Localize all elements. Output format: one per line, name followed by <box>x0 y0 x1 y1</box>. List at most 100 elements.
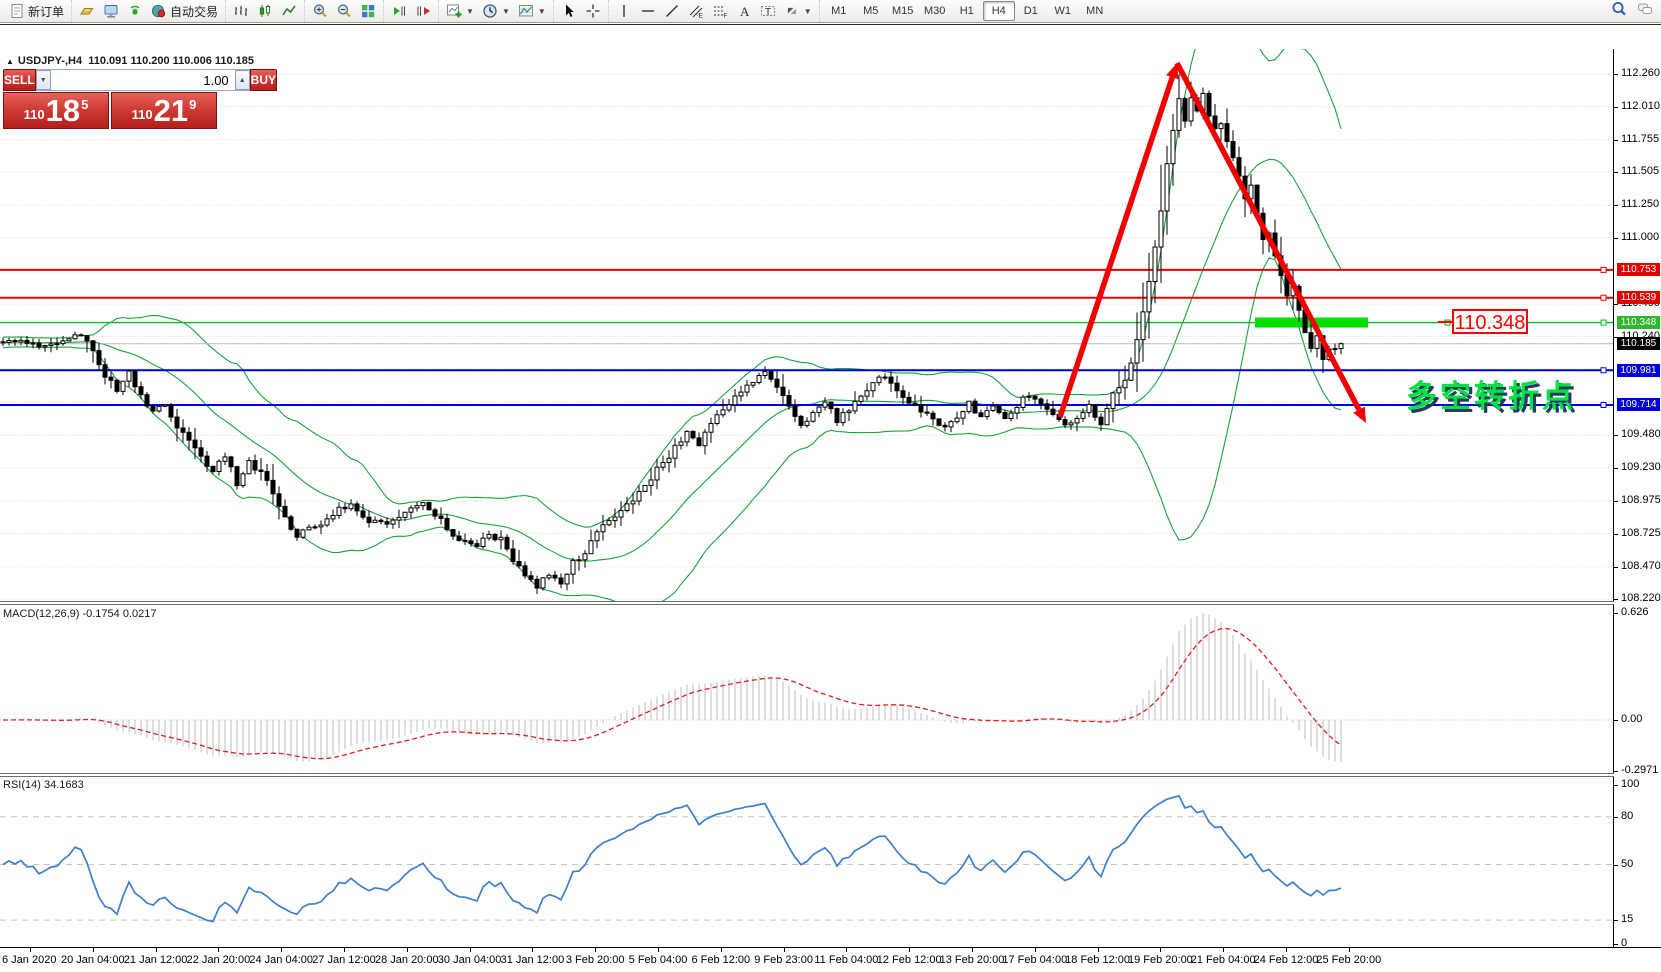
crosshair-button[interactable] <box>581 0 605 22</box>
axis-tick <box>1614 139 1618 141</box>
dropdown-caret-icon[interactable]: ▼ <box>803 6 812 16</box>
template-icon <box>518 5 533 17</box>
date-tick <box>658 948 659 952</box>
volume-decrement-button[interactable]: ▼ <box>35 70 51 90</box>
macd-label: MACD(12,26,9) -0.1754 0.0217 <box>3 608 157 620</box>
auto-scroll-button[interactable] <box>387 0 411 22</box>
search-icon <box>1612 1 1626 15</box>
search-icon-button[interactable] <box>1611 1 1627 22</box>
tile-windows-button[interactable] <box>356 0 380 22</box>
candlestick-chart-button[interactable] <box>253 0 277 22</box>
axis-tick <box>1614 720 1618 721</box>
symbol-period: USDJPY-,H4 <box>17 55 83 67</box>
terminal-button[interactable] <box>99 0 123 22</box>
timeframe-mn-button[interactable]: MN <box>1086 5 1104 17</box>
date-tick-label: 6 Jan 2020 <box>2 954 57 966</box>
indicators-button[interactable]: ▼ <box>442 0 478 22</box>
new-order-button[interactable]: 新订单 <box>5 0 68 22</box>
arrows-icon <box>787 7 796 15</box>
main-chart-canvas[interactable] <box>0 49 1613 601</box>
text-label-button[interactable]: T <box>756 0 780 22</box>
axis-tick <box>1614 467 1618 469</box>
price-marker-chip: 109.714 <box>1617 398 1660 412</box>
buy-button[interactable]: BUY <box>249 69 278 91</box>
cursor-button[interactable] <box>557 0 581 22</box>
sell-button[interactable]: SELL <box>3 69 36 91</box>
panel-splitter-rsi[interactable] <box>0 773 1661 777</box>
trendline-button[interactable] <box>660 0 684 22</box>
horizontal-line-button[interactable] <box>636 0 660 22</box>
timeframe-m15-button[interactable]: M15 <box>892 5 914 17</box>
dropdown-caret-icon[interactable]: ▼ <box>501 6 510 16</box>
macd-tick-label: -0.2971 <box>1621 763 1659 776</box>
price-tick-label: 108.220 <box>1621 592 1661 605</box>
autotrading-button[interactable]: 自动交易 <box>147 0 222 22</box>
timeframe-d1-button[interactable]: D1 <box>1023 5 1038 17</box>
fibonacci-button[interactable]: F <box>708 0 732 22</box>
axis-tick <box>1614 237 1618 239</box>
timeframe-m1-button[interactable]: M1 <box>831 5 847 17</box>
chart-shift-button[interactable] <box>411 0 435 22</box>
zoom-in-button[interactable] <box>308 0 332 22</box>
sell-price[interactable]: 110 18 5 <box>3 92 109 129</box>
templates-button[interactable]: ▼ <box>514 0 550 22</box>
equidistant-channel-button[interactable]: E <box>684 0 708 22</box>
bar-chart-button[interactable] <box>229 0 253 22</box>
hline-icon <box>641 10 654 12</box>
date-tick-label: 22 Jan 20:00 <box>186 954 251 966</box>
trendline-icon <box>665 5 678 17</box>
line-chart-button[interactable] <box>277 0 301 22</box>
timeframe-m30-button[interactable]: M30 <box>924 5 946 17</box>
volume-input[interactable] <box>50 70 235 90</box>
date-tick <box>469 948 471 952</box>
signals-button[interactable] <box>123 0 147 22</box>
signal-icon <box>130 5 140 15</box>
date-tick-label: 31 Jan 12:00 <box>500 954 565 966</box>
crosshair-icon <box>586 4 600 18</box>
date-tick-label: 11 Feb 04:00 <box>814 954 879 966</box>
date-tick-label: 28 Jan 20:00 <box>374 954 439 966</box>
vertical-line-button[interactable] <box>612 0 636 22</box>
volume-increment-button[interactable]: ▲ <box>234 70 250 90</box>
timeframe-w1-button[interactable]: W1 <box>1054 5 1071 17</box>
ohlc-values: 110.091 110.200 110.006 110.185 <box>88 55 255 67</box>
axis-tick <box>1614 205 1618 207</box>
svg-text:E: E <box>698 13 703 20</box>
date-tick-label: 25 Feb 20:00 <box>1316 954 1382 966</box>
date-tick-label: 21 Jan 12:00 <box>123 954 188 966</box>
date-axis[interactable]: 6 Jan 2020 20 Jan 04:00 21 Jan 12:00 22 Jan… <box>0 947 1661 972</box>
timeframe-h1-button[interactable]: H1 <box>959 5 974 17</box>
macd-tick-label: 0.00 <box>1621 713 1643 725</box>
label-icon: T <box>760 6 775 18</box>
date-tick <box>1223 948 1225 952</box>
axis-tick <box>1614 770 1618 772</box>
macd-panel-canvas[interactable] <box>0 605 1613 773</box>
axis-tick <box>1614 920 1618 922</box>
zoom-out-button[interactable] <box>332 0 356 22</box>
chat-icon-button[interactable] <box>1637 1 1653 22</box>
timeframe-m5-button[interactable]: M5 <box>863 5 879 17</box>
price-tick-label: 111.755 <box>1621 132 1660 145</box>
price-axis[interactable]: 112.260 112.010 111.755 111.505 111.250 111.0… <box>1614 49 1661 949</box>
chart-window: ▲ USDJPY-,H4 110.091 110.200 110.006 110.… <box>0 24 1661 972</box>
date-tick <box>1348 948 1350 952</box>
timeframe-h4-button[interactable]: H4 <box>982 1 1015 21</box>
axis-tick <box>1614 566 1618 568</box>
clock-icon <box>483 4 497 18</box>
text-button[interactable]: A <box>732 0 756 22</box>
dropdown-caret-icon[interactable]: ▼ <box>466 6 474 16</box>
periods-button[interactable]: ▼ <box>478 0 514 22</box>
rsi-label: RSI(14) 34.1683 <box>3 779 84 791</box>
date-tick-label: 5 Feb 04:00 <box>628 954 688 966</box>
cursor-icon <box>565 4 574 17</box>
axis-tick <box>1614 785 1618 786</box>
toolbar: 新订单 自动交易 ▼ ▼ ▼ E F A T ▼ M1 M5 M15 M30 H1 H4 D1 W1 MN <box>0 0 1661 23</box>
price-marker-chip: 110.539 <box>1617 291 1660 305</box>
dropdown-caret-icon[interactable]: ▼ <box>537 6 546 16</box>
rsi-panel-canvas[interactable] <box>0 777 1613 946</box>
arrows-button[interactable]: ▼ <box>780 0 816 22</box>
buy-price[interactable]: 110 21 9 <box>111 92 217 129</box>
svg-text:F: F <box>723 13 727 20</box>
panel-splitter-macd[interactable] <box>0 601 1661 605</box>
market-watch-button[interactable] <box>75 0 99 22</box>
